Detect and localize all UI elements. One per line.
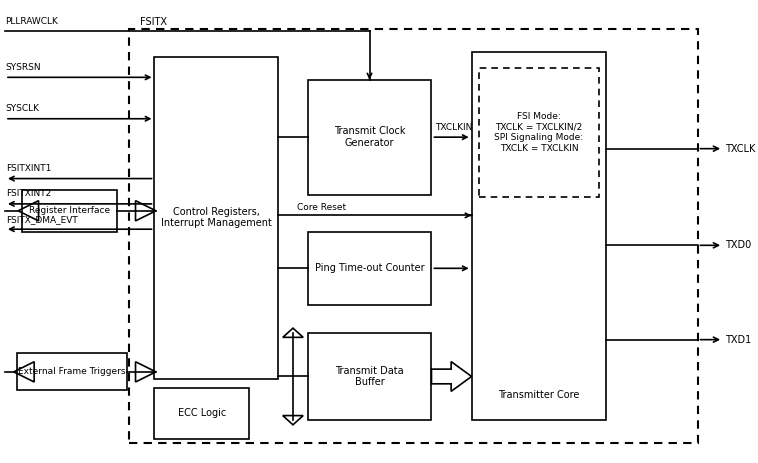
Text: FSI Mode:
TXCLK = TXCLKIN/2
SPI Signaling Mode:
TXCLK = TXCLKIN: FSI Mode: TXCLK = TXCLKIN/2 SPI Signalin…	[494, 113, 584, 153]
Text: Ping Time-out Counter: Ping Time-out Counter	[315, 263, 424, 273]
Text: TXCLK: TXCLK	[725, 144, 756, 154]
Text: SYSCLK: SYSCLK	[5, 104, 39, 113]
FancyBboxPatch shape	[308, 232, 431, 305]
Text: TXCLKIN: TXCLKIN	[435, 123, 472, 131]
Text: Transmit Clock
Generator: Transmit Clock Generator	[334, 126, 406, 148]
Text: TXD0: TXD0	[725, 240, 751, 250]
Text: PLLRAWCLK: PLLRAWCLK	[5, 17, 58, 26]
FancyBboxPatch shape	[308, 80, 431, 194]
Text: FSITXINT1: FSITXINT1	[7, 164, 52, 173]
Text: TXD1: TXD1	[725, 335, 751, 344]
Text: FSITX: FSITX	[140, 17, 167, 27]
Text: Control Registers,
Interrupt Management: Control Registers, Interrupt Management	[161, 207, 272, 229]
Text: External Frame Triggers: External Frame Triggers	[18, 367, 126, 376]
FancyBboxPatch shape	[471, 52, 606, 420]
FancyBboxPatch shape	[308, 333, 431, 420]
Text: SYSRSN: SYSRSN	[5, 63, 41, 72]
Text: Register Interface: Register Interface	[29, 206, 110, 215]
FancyBboxPatch shape	[22, 190, 117, 232]
Text: FSITX_DMA_EVT: FSITX_DMA_EVT	[7, 215, 78, 224]
Text: Transmit Data
Buffer: Transmit Data Buffer	[335, 366, 404, 387]
FancyBboxPatch shape	[155, 388, 249, 438]
FancyBboxPatch shape	[155, 56, 278, 379]
Text: FSITXINT2: FSITXINT2	[7, 189, 52, 198]
FancyBboxPatch shape	[17, 353, 127, 390]
FancyBboxPatch shape	[479, 68, 599, 197]
Text: ECC Logic: ECC Logic	[177, 408, 226, 418]
FancyBboxPatch shape	[129, 29, 697, 443]
Text: Core Reset: Core Reset	[296, 203, 346, 212]
Text: Transmitter Core: Transmitter Core	[498, 390, 580, 400]
